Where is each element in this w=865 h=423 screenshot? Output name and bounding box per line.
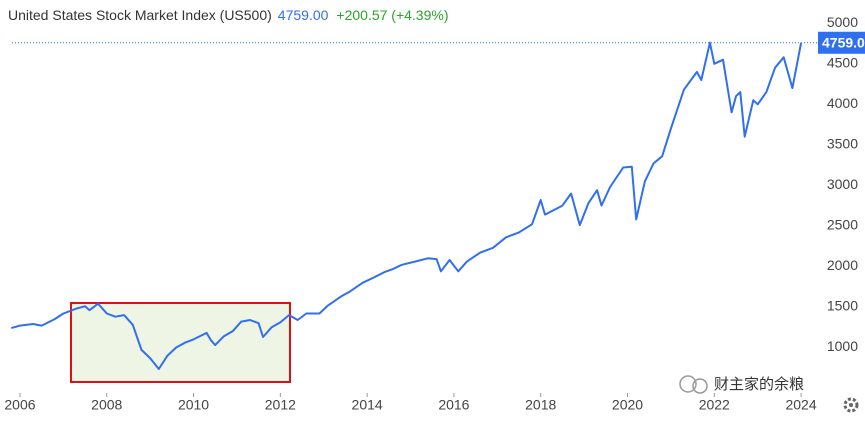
y-tick-label: 1000 [827,338,858,354]
x-tick-label: 2008 [91,397,122,413]
x-tick-label: 2014 [352,397,383,413]
title-text: United States Stock Market Index (US500) [8,7,272,23]
watermark-icon [679,375,697,393]
gear-center[interactable] [849,403,853,407]
gear[interactable] [843,397,859,413]
y-tick-label: 5000 [827,14,858,30]
price: 4759.00 [278,7,329,23]
highlight-box [70,302,291,383]
y-tick-label: 4000 [827,95,858,111]
change: +200.57 (+4.39%) [336,7,448,23]
y-tick-label: 1500 [827,298,858,314]
settings-icon[interactable] [843,397,859,413]
x-tick-label: 2020 [612,397,643,413]
chart-title: United States Stock Market Index (US500)… [8,7,449,23]
x-tick-label: 2024 [785,397,816,413]
x-tick-label: 2016 [438,397,469,413]
last-price-box [818,31,865,54]
x-tick-label: 2018 [525,397,556,413]
y-tick-label: 2500 [827,217,858,233]
x-tick-label: 2022 [699,397,730,413]
last-price-label: 4759.00 [822,34,865,50]
x-tick-label: 2012 [265,397,296,413]
y-tick-label: 3500 [827,136,858,152]
price-line [11,41,803,370]
y-tick-label: 3000 [827,176,858,192]
y-tick-label: 2000 [827,257,858,273]
y-tick-label: 4500 [827,54,858,70]
x-tick-label: 2010 [178,397,209,413]
watermark: 财主家的余粮 [679,375,804,394]
watermark-text: 财主家的余粮 [714,375,804,393]
watermark-icon [692,378,708,394]
x-tick-label: 2006 [4,397,35,413]
